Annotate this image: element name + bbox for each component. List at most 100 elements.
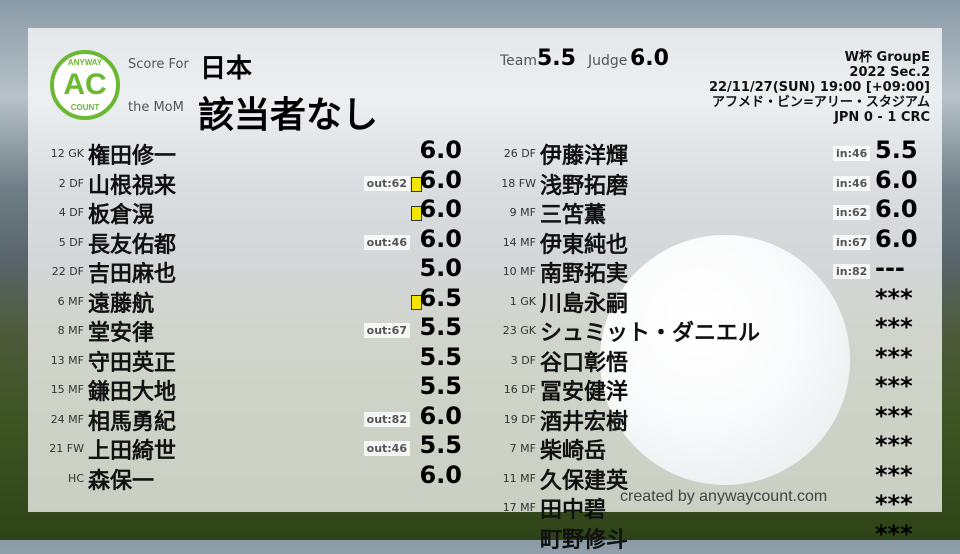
player-number-position: 17 MF [502,501,536,514]
player-name: 川島永嗣 [540,291,629,317]
player-name: 町野修斗 [540,527,629,553]
player-number-position: 16 DF [503,383,536,396]
player-name: 久保建英 [540,468,629,494]
team-name: 日本 [200,54,253,84]
competition: W杯 GroupE [844,50,930,65]
player-name: 堂安律 [88,321,155,346]
substitution-badge: out:62 [363,175,410,191]
player-row: 6 MF 遠藤航 6.5 [28,284,468,317]
player-row: 22 DF 吉田麻也 5.0 [28,254,468,287]
player-row: 24 MF 相馬勇紀 out:82 6.0 [28,401,468,435]
player-name: 鎌田大地 [88,380,177,405]
player-score: *** [875,372,913,400]
player-score: 5.5 [419,431,462,459]
player-number-position: 12 GK [50,147,84,160]
substitution-badge: in:67 [833,234,871,250]
player-name: 守田英正 [88,350,177,376]
player-number-position: 13 MF [50,353,84,367]
player-score: 6.0 [419,224,462,253]
player-score: 5.5 [419,372,462,400]
team-score-label: Team [500,53,538,69]
player-score: 6.0 [419,195,462,223]
player-name: 相馬勇紀 [88,409,177,435]
venue: アフメド・ビン=アリー・スタジアム [712,95,930,110]
player-name: 浅野拓磨 [540,173,629,199]
player-score: *** [875,401,913,430]
player-number-position: 6 MF [57,294,84,308]
player-number-position: 24 MF [50,412,84,426]
player-name: 伊東純也 [540,232,629,258]
logo-text-top: ANYWAY [67,58,103,67]
player-name: 森保一 [88,468,155,494]
player-row: 18 FW 浅野拓磨 in:46 6.0 [480,166,920,199]
player-row: 16 DF 冨安健洋 *** [480,372,920,405]
player-number-position: 11 MF [502,471,536,485]
player-number-position: 23 GK [502,324,536,337]
mom-label: the MoM [128,100,184,115]
player-row: 11 MF 久保建英 *** [480,461,920,494]
player-row: 1 GK 川島永嗣 *** [480,284,920,317]
judge-score: 6.0 [630,46,669,71]
player-name: 長友佑都 [88,232,177,258]
substitution-badge: out:82 [363,411,410,427]
player-row: 10 MF 南野拓実 in:82 --- [480,254,920,287]
player-row: 2 DF 山根視来 out:62 6.0 [28,165,468,199]
player-score: *** [875,342,913,371]
substitution-badge: out:67 [363,323,410,338]
player-number-position: 26 DF [503,147,536,160]
player-number-position: 18 FW [501,176,536,190]
season: 2022 Sec.2 [849,65,930,80]
player-name: 上田綺世 [88,439,177,464]
player-number-position: 4 DF [58,206,84,219]
player-score: 5.5 [419,342,462,371]
mom-name: 該当者なし [198,95,379,136]
logo-text-ac: AC [63,68,107,101]
player-score: *** [875,519,913,548]
player-row: 7 MF 柴崎岳 *** [480,431,920,464]
player-row: 19 DF 酒井宏樹 *** [480,402,920,435]
player-number-position: 1 GK [509,294,536,308]
player-number-position: 19 DF [503,412,536,426]
substitution-badge: in:62 [833,205,871,220]
player-name: 酒井宏樹 [540,409,629,435]
credit-text: created by anywaycount.com [620,488,828,505]
player-score: *** [875,313,913,341]
player-number-position: 21 FW [49,442,84,455]
player-score: 6.0 [419,460,462,489]
player-row: 26 DF 伊藤洋輝 in:46 5.5 [480,136,920,169]
score-panel [28,28,942,512]
substitution-badge: in:46 [833,146,871,161]
player-score: 5.5 [419,313,462,341]
player-name: 冨安健洋 [540,380,629,405]
player-name: 三笘薫 [540,203,607,228]
player-score: *** [875,431,913,459]
team-score: 5.5 [537,46,576,71]
player-score: 5.0 [419,254,462,282]
player-row: 8 MF 堂安律 out:67 5.5 [28,313,468,346]
player-score: 6.0 [419,136,462,164]
yellow-card-icon [411,294,422,310]
player-number-position: 3 DF [510,353,536,367]
yellow-card-icon [411,206,422,221]
player-row: 9 MF 三笘薫 in:62 6.0 [480,195,920,228]
player-number-position: 2 DF [58,176,84,190]
substitution-badge: in:46 [833,175,871,191]
player-score: 6.0 [875,165,918,194]
substitution-badge: in:82 [833,264,871,279]
player-number-position: 8 MF [57,324,84,337]
player-row: 21 FW 上田綺世 out:46 5.5 [28,431,468,464]
player-name: 田中碧 [540,498,607,523]
judge-score-label: Judge [588,53,628,69]
player-name: 権田修一 [88,144,177,169]
player-score: 6.0 [419,401,462,430]
yellow-card-icon [411,176,422,192]
logo-text-bottom: COUNT [70,103,100,112]
player-number-position: 10 MF [502,265,536,278]
player-score: *** [875,490,913,518]
player-name: 山根視来 [88,173,177,199]
player-row: 15 MF 鎌田大地 5.5 [28,372,468,405]
player-number-position: HC [68,471,84,485]
player-number-position: 15 MF [50,383,84,396]
player-score: 6.0 [419,165,462,194]
match-datetime: 22/11/27(SUN) 19:00 [+09:00] [708,80,930,95]
